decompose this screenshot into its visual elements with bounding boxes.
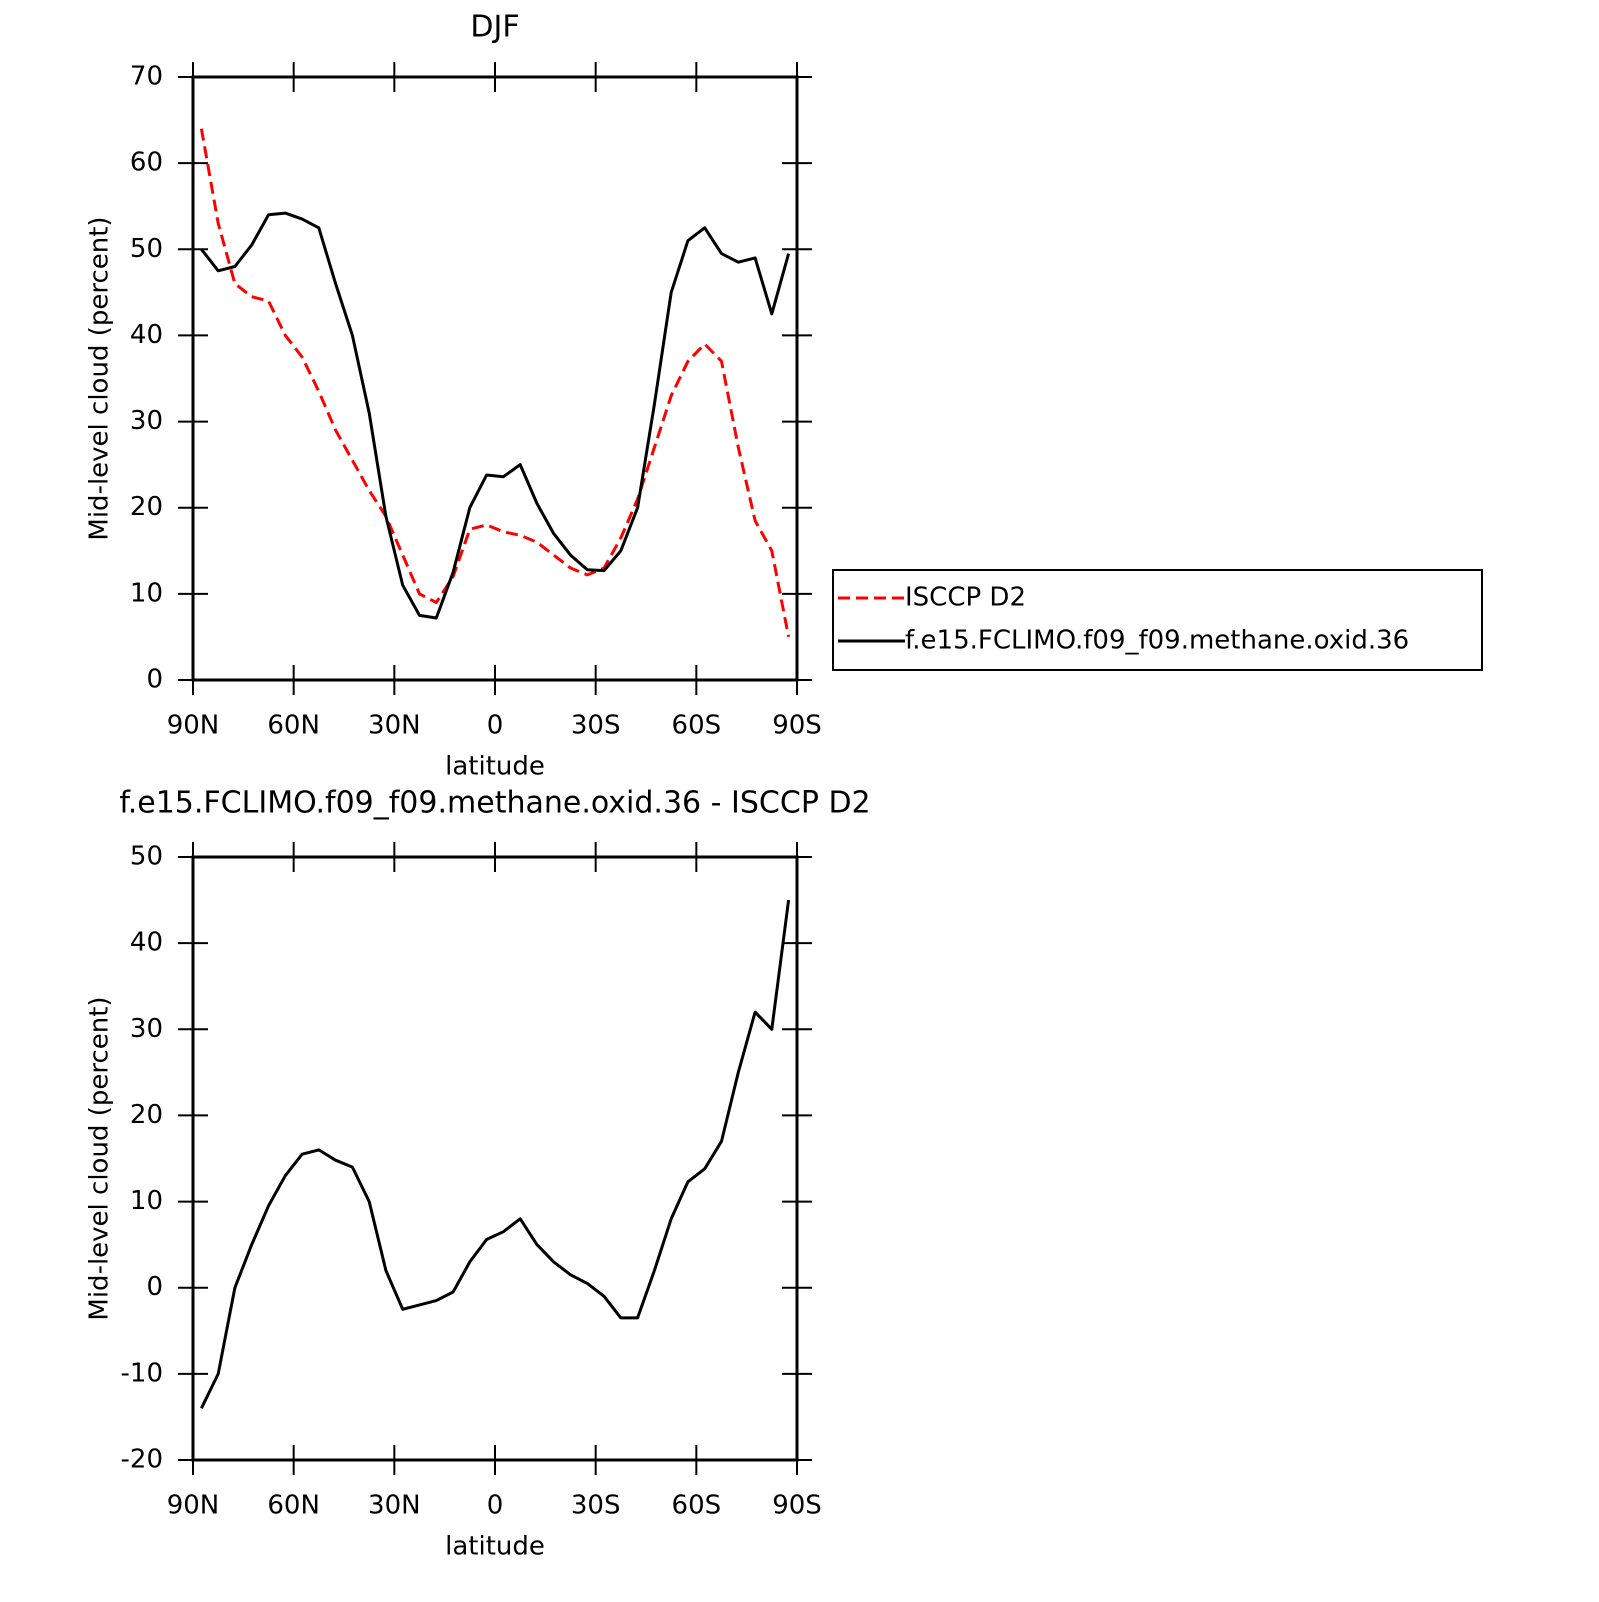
y-tick-label: 30: [130, 406, 163, 436]
x-tick-label: 90S: [772, 1491, 822, 1521]
y-axis-label: Mid-level cloud (percent): [85, 216, 115, 540]
legend-label: f.e15.FCLIMO.f09_f09.methane.oxid.36: [905, 626, 1409, 656]
x-tick-label: 60N: [267, 711, 320, 741]
y-tick-label: 60: [130, 148, 163, 178]
chart-title: f.e15.FCLIMO.f09_f09.methane.oxid.36 - I…: [119, 786, 870, 821]
x-axis-label: latitude: [445, 1532, 545, 1562]
y-tick-label: 0: [146, 665, 163, 695]
y-tick-label: 20: [130, 492, 163, 522]
y-tick-label: 0: [146, 1272, 163, 1302]
data-line: [200, 899, 791, 1409]
y-axis-label: Mid-level cloud (percent): [85, 996, 115, 1320]
data-line: [199, 128, 791, 638]
x-tick-label: 60S: [672, 1491, 722, 1521]
x-axis-label: latitude: [445, 752, 545, 782]
x-tick-label: 30N: [368, 1491, 421, 1521]
plot-frame: [191, 855, 799, 1462]
x-tick-label: 0: [487, 711, 504, 741]
y-tick-label: 50: [130, 234, 163, 264]
y-tick-label: 20: [130, 1100, 163, 1130]
y-tick-label: 40: [130, 320, 163, 350]
y-tick-label: 30: [130, 1014, 163, 1044]
y-tick-label: 70: [130, 62, 163, 92]
x-tick-label: 60N: [267, 1491, 320, 1521]
y-tick-label: -10: [121, 1358, 163, 1388]
x-tick-label: 60S: [672, 711, 722, 741]
y-tick-label: 50: [130, 842, 163, 872]
x-tick-label: 90N: [167, 711, 220, 741]
y-tick-label: 10: [130, 1186, 163, 1216]
chart-title: DJF: [470, 10, 519, 45]
x-tick-label: 90S: [772, 711, 822, 741]
legend-box: [832, 569, 1483, 671]
x-tick-label: 90N: [167, 1491, 220, 1521]
y-tick-label: -20: [121, 1445, 163, 1475]
data-line: [200, 211, 791, 620]
x-tick-label: 30S: [571, 711, 621, 741]
y-tick-label: 10: [130, 578, 163, 608]
x-tick-label: 30S: [571, 1491, 621, 1521]
legend-label: ISCCP D2: [905, 583, 1026, 613]
y-tick-label: 40: [130, 928, 163, 958]
x-tick-label: 30N: [368, 711, 421, 741]
plot-frame: [191, 75, 799, 682]
x-tick-label: 0: [487, 1491, 504, 1521]
